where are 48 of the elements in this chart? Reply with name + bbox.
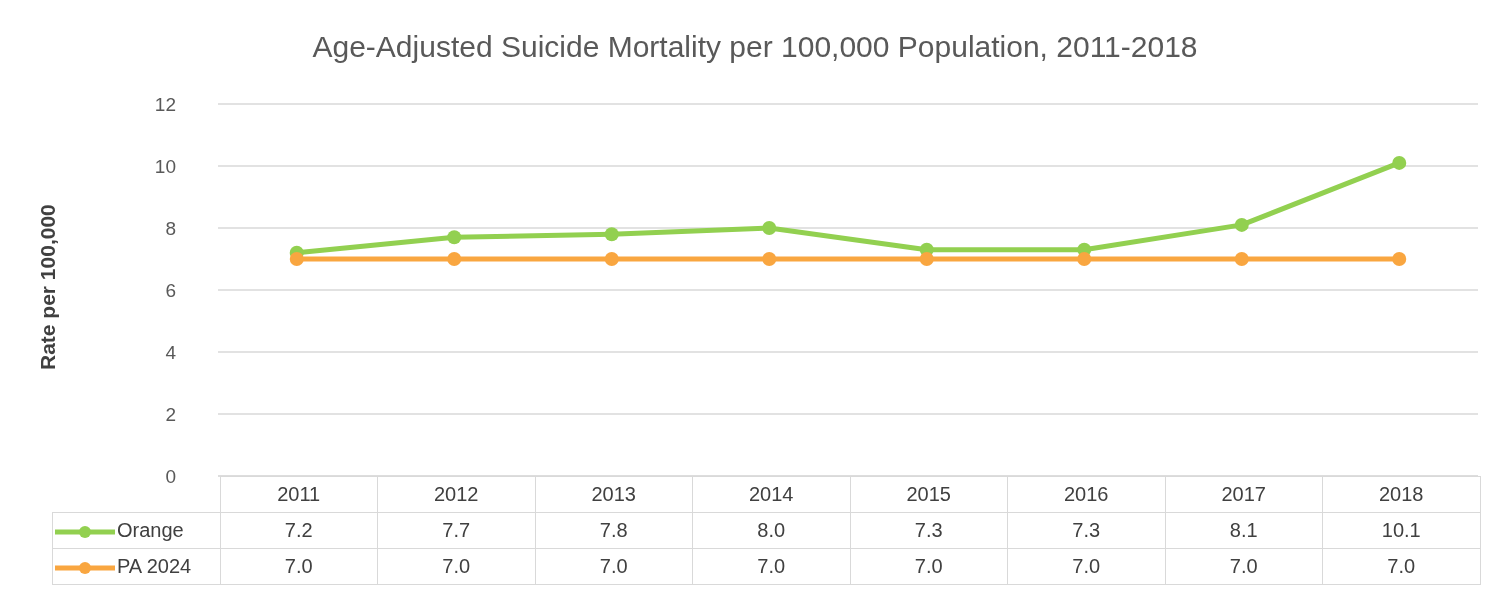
x-tick-label: 2011 <box>220 476 378 513</box>
point <box>762 252 777 266</box>
point <box>289 252 304 266</box>
y-tick-label: 6 <box>165 279 176 301</box>
x-tick-label: 2018 <box>1322 476 1480 513</box>
x-tick-label: 2015 <box>850 476 1008 513</box>
point <box>447 252 462 266</box>
data-label: 7.7 <box>377 512 535 549</box>
y-tick-label: 8 <box>165 217 176 239</box>
y-tick-label: 0 <box>165 465 176 487</box>
data-label: 7.2 <box>220 512 378 549</box>
y-axis-title: Rate per 100,000 <box>36 204 60 370</box>
data-label: 7.0 <box>1322 548 1480 585</box>
point <box>604 252 619 266</box>
point <box>1077 252 1092 266</box>
data-label: 7.0 <box>850 548 1008 585</box>
y-tick-label: 2 <box>165 403 176 425</box>
point <box>604 227 619 242</box>
data-label: 7.3 <box>1007 512 1165 549</box>
x-tick-label: 2017 <box>1165 476 1323 513</box>
data-label: 8.1 <box>1165 512 1323 549</box>
point <box>762 221 777 235</box>
chart-title: Age-Adjusted Suicide Mortality per 100,000 Population, 2011-2018 <box>311 30 1199 64</box>
data-label: 7.0 <box>1007 548 1165 585</box>
x-tick-label: 2014 <box>692 476 850 513</box>
y-tick-label: 4 <box>165 341 177 363</box>
point <box>1392 155 1407 170</box>
data-label: 7.8 <box>535 512 693 549</box>
data-label: 8.0 <box>692 512 850 549</box>
point <box>447 230 462 245</box>
data-label: 7.0 <box>692 548 850 585</box>
x-tick-label: 2013 <box>535 476 693 513</box>
point <box>1234 217 1249 232</box>
point <box>919 252 934 266</box>
data-label: 7.0 <box>220 548 378 585</box>
y-tick-label: 10 <box>154 155 176 177</box>
data-label: 7.3 <box>850 512 1008 549</box>
legend-label: Orange <box>117 519 184 541</box>
data-label: 10.1 <box>1322 512 1480 549</box>
point <box>1234 252 1249 266</box>
x-tick-label: 2012 <box>377 476 535 513</box>
y-tick-label: 12 <box>154 93 176 115</box>
x-tick-label: 2016 <box>1007 476 1165 513</box>
point <box>1392 252 1407 266</box>
data-label: 7.0 <box>377 548 535 585</box>
legend-label: PA 2024 <box>117 555 192 577</box>
data-label: 7.0 <box>535 548 693 585</box>
data-label: 7.0 <box>1165 548 1323 585</box>
